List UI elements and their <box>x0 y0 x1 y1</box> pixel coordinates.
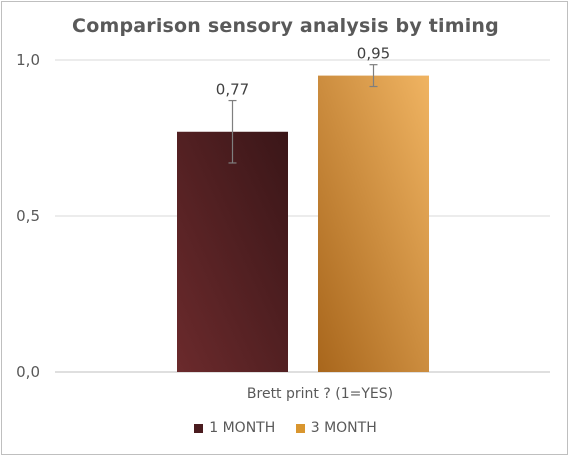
data-label-3-month: 0,95 <box>357 45 390 63</box>
legend-swatch-1-month <box>194 423 204 433</box>
data-label-1-month: 0,77 <box>216 81 249 99</box>
error-bar-1-month <box>228 99 237 164</box>
error-bar-3-month <box>369 64 378 88</box>
legend-swatch-3-month <box>295 423 305 433</box>
y-tick-label: 0,0 <box>16 363 40 381</box>
legend-label-3-month: 3 MONTH <box>310 420 377 436</box>
legend-item-1-month: 1 MONTH <box>194 420 275 436</box>
legend: 1 MONTH 3 MONTH <box>0 420 571 437</box>
legend-label-1-month: 1 MONTH <box>209 420 276 436</box>
y-tick-label: 1,0 <box>16 51 40 69</box>
bar-3-month <box>318 75 429 372</box>
x-category-label: Brett print ? (1=YES) <box>247 386 393 402</box>
chart-title: Comparison sensory analysis by timing <box>72 15 499 37</box>
bar-1-month <box>177 131 288 372</box>
legend-item-3-month: 3 MONTH <box>295 420 377 436</box>
y-tick-label: 0,5 <box>16 207 40 225</box>
